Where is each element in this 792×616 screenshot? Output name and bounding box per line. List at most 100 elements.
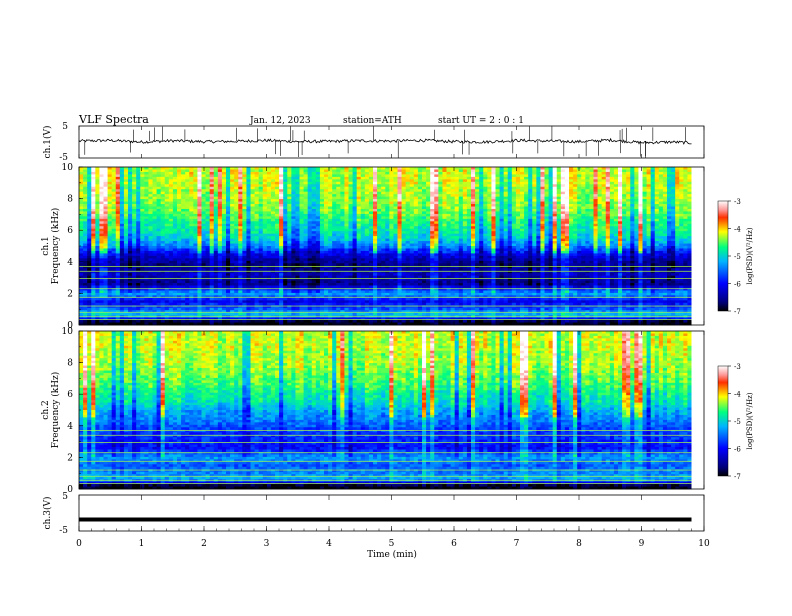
ch1-spectrogram-cell: [438, 184, 442, 187]
ch1-spectrogram-cell: [663, 234, 667, 237]
ch1-spectrogram-cell: [553, 216, 557, 219]
ch1-spectrogram-cell: [210, 211, 214, 214]
ch1-spectrogram-cell: [124, 224, 128, 227]
ch1-spectrogram-cell: [557, 241, 561, 244]
ch1-spectrogram-cell: [112, 231, 116, 234]
ch1-spectrogram-cell: [402, 209, 406, 212]
ch1-spectrogram-cell: [349, 226, 353, 229]
ch1-spectrogram-cell: [549, 234, 553, 237]
ch1-spectrogram-cell: [447, 209, 451, 212]
ch1-spectrogram-cell: [675, 179, 679, 182]
ch1-spectrogram-cell: [320, 199, 324, 202]
ch1-spectrogram-cell: [120, 207, 124, 210]
ch1-spectrogram-cell: [626, 169, 630, 172]
ch1-spectrogram-cell: [573, 234, 577, 237]
ch1-spectrogram-cell: [455, 216, 459, 219]
ch1-spectrogram-cell: [336, 211, 340, 214]
ch1-spectrogram-cell: [308, 229, 312, 232]
ch1-spectrogram-cell: [475, 169, 479, 172]
ch1-spectrogram-cell: [304, 229, 308, 232]
ch1-spectrogram-cell: [447, 187, 451, 190]
ch1-spectrogram-cell: [95, 246, 99, 249]
ch1-spectrogram-cell: [610, 184, 614, 187]
ch1-spectrogram-cell: [373, 184, 377, 187]
ch1-spectrogram-cell: [214, 219, 218, 222]
ch1-spectrogram-cell: [398, 244, 402, 247]
ch1-spectrogram-cell: [226, 177, 230, 180]
ch1-spectrogram-cell: [349, 174, 353, 177]
ch1-spectrogram-cell: [116, 174, 120, 177]
ch1-spectrogram-cell: [365, 216, 369, 219]
ch1-spectrogram-cell: [234, 177, 238, 180]
ch1-spectrogram-cell: [516, 234, 520, 237]
ch1-spectrogram-cell: [549, 187, 553, 190]
ch1-spectrogram-cell: [234, 241, 238, 244]
ch1-spectrogram-cell: [581, 239, 585, 242]
ch1-spectrogram-cell: [406, 204, 410, 207]
ch1-spectrogram-cell: [516, 187, 520, 190]
ch1-spectrogram-cell: [295, 231, 299, 234]
ch1-spectrogram-cell: [169, 209, 173, 212]
ch1-spectrogram-cell: [406, 219, 410, 222]
ch1-spectrogram-cell: [410, 226, 414, 229]
ch1-spectrogram-cell: [602, 177, 606, 180]
ch1-spectrogram-cell: [193, 172, 197, 175]
ch1-spectrogram-cell: [426, 229, 430, 232]
ch1-spectrogram-cell: [643, 219, 647, 222]
ch1-spectrogram-cell: [112, 224, 116, 227]
ch1-spectrogram-cell: [365, 211, 369, 214]
ch1-spectrogram-cell: [304, 234, 308, 237]
ch1-spectrogram-cell: [377, 187, 381, 190]
ch1-spectrogram-cell: [459, 204, 463, 207]
ch1-spectrogram-cell: [271, 197, 275, 200]
ch1-spectrogram-cell: [283, 187, 287, 190]
ch1-spectrogram-cell: [206, 241, 210, 244]
ch1-spectrogram-cell: [655, 241, 659, 244]
ch1-spectrogram-cell: [540, 214, 544, 217]
ch1-spectrogram-cell: [532, 202, 536, 205]
ch1-spectrogram-cell: [602, 197, 606, 200]
ch1-spectrogram-cell: [332, 202, 336, 205]
ch1-spectrogram-cell: [393, 246, 397, 249]
ch1-spectrogram-cell: [132, 167, 136, 170]
ch1-spectrogram-cell: [565, 231, 569, 234]
ch1-spectrogram-cell: [581, 244, 585, 247]
ch1-spectrogram-cell: [91, 241, 95, 244]
ch1-spectrogram-cell: [210, 246, 214, 249]
ch1-spectrogram-cell: [565, 209, 569, 212]
ch1-spectrogram-cell: [112, 177, 116, 180]
ch1-spectrogram-cell: [83, 204, 87, 207]
ch1-spectrogram-cell: [647, 169, 651, 172]
ch1-spectrogram-cell: [189, 172, 193, 175]
ch1-spectrogram-cell: [238, 169, 242, 172]
ch1-spectrogram-cell: [369, 224, 373, 227]
ch1-spectrogram-cell: [414, 184, 418, 187]
ch1-spectrogram-cell: [643, 197, 647, 200]
ch1-spectrogram-cell: [283, 169, 287, 172]
ch1-spectrogram-cell: [218, 184, 222, 187]
ch1-spectrogram-cell: [344, 192, 348, 195]
ch1-spectrogram-cell: [663, 214, 667, 217]
ch1-spectrogram-cell: [332, 246, 336, 249]
ch1-spectrogram-cell: [496, 174, 500, 177]
ch1-spectrogram-cell: [594, 231, 598, 234]
ch1-spectrogram-cell: [659, 207, 663, 210]
ch1-spectrogram-cell: [124, 179, 128, 182]
ch1-spectrogram-cell: [226, 246, 230, 249]
ch1-spectrogram-cell: [663, 204, 667, 207]
ch1-spectrogram-cell: [99, 224, 103, 227]
ch1-spectrogram-cell: [226, 194, 230, 197]
ch1-spectrogram-cell: [210, 231, 214, 234]
ch1-spectrogram-cell: [483, 239, 487, 242]
ch1-spectrogram-cell: [242, 174, 246, 177]
ch1-spectrogram-cell: [181, 172, 185, 175]
ch1-spectrogram-cell: [361, 236, 365, 239]
ch1-spectrogram-cell: [532, 216, 536, 219]
ch1-spectrogram-cell: [79, 177, 83, 180]
ch1-spectrogram-cell: [647, 172, 651, 175]
ch1-spectrogram-cell: [614, 239, 618, 242]
ch1-spectrogram-cell: [463, 192, 467, 195]
ch1-spectrogram-cell: [365, 209, 369, 212]
ch1-spectrogram-cell: [647, 187, 651, 190]
ch1-spectrogram-cell: [471, 194, 475, 197]
